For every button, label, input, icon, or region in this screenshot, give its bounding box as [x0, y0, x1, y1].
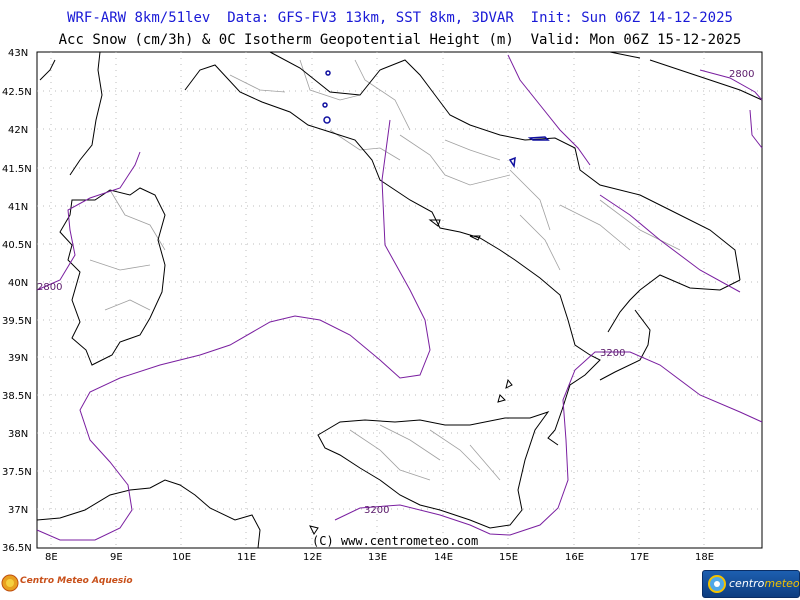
lat-label: 39.5N: [2, 316, 32, 327]
copyright-credit: (C) www.centrometeo.com: [312, 534, 478, 548]
left-logo-text: Centro Meteo Aquesio: [20, 576, 133, 586]
lat-label: 43N: [8, 48, 28, 59]
lon-label: 8E: [45, 552, 58, 563]
lon-label: 17E: [630, 552, 649, 563]
snow-areas: [322, 70, 550, 169]
right-logo-text: centrometeo: [729, 577, 800, 590]
isotherm-label: 2800: [729, 69, 754, 80]
graticule: [37, 52, 762, 548]
lat-label: 36.5N: [2, 543, 32, 554]
lat-label: 41N: [8, 202, 28, 213]
isotherm-label: 3200: [364, 505, 389, 516]
map-frame: [36, 51, 763, 549]
lat-label: 42N: [8, 125, 28, 136]
lon-label: 10E: [172, 552, 191, 563]
lon-label: 15E: [499, 552, 518, 563]
lon-label: 13E: [368, 552, 387, 563]
lon-label: 18E: [695, 552, 714, 563]
centrometeo-logo: centrometeo: [702, 570, 800, 598]
lat-label: 38.5N: [2, 391, 32, 402]
lat-label: 40N: [8, 278, 28, 289]
sun-icon: [1, 574, 19, 592]
globe-icon: [708, 575, 726, 593]
isotherm-contours: [36, 54, 763, 541]
lat-label: 40.5N: [2, 240, 32, 251]
latitude-labels: 43N 42.5N 42N 41.5N 41N 40.5N 40N 39.5N …: [2, 48, 32, 554]
lon-label: 9E: [110, 552, 123, 563]
header-title-line: WRF-ARW 8km/51lev Data: GFS-FV3 13km, SS…: [67, 10, 733, 26]
lon-label: 16E: [565, 552, 584, 563]
header-subtitle-line: Acc Snow (cm/3h) & 0C Isotherm Geopotent…: [58, 32, 742, 48]
lat-label: 37.5N: [2, 467, 32, 478]
centro-meteo-aquesio-logo: Centro Meteo Aquesio: [0, 568, 133, 598]
regional-borders: [89, 59, 681, 481]
lat-label: 41.5N: [2, 164, 32, 175]
lon-label: 14E: [434, 552, 453, 563]
lon-label: 11E: [237, 552, 256, 563]
lat-label: 39N: [8, 353, 28, 364]
isotherm-label: 3200: [600, 348, 625, 359]
lat-label: 37N: [8, 505, 28, 516]
lat-label: 38N: [8, 429, 28, 440]
coastlines: [36, 51, 763, 549]
isotherm-label: 2800: [37, 282, 62, 293]
lon-label: 12E: [303, 552, 322, 563]
longitude-labels: 8E 9E 10E 11E 12E 13E 14E 15E 16E 17E 18…: [45, 552, 714, 563]
lat-label: 42.5N: [2, 87, 32, 98]
